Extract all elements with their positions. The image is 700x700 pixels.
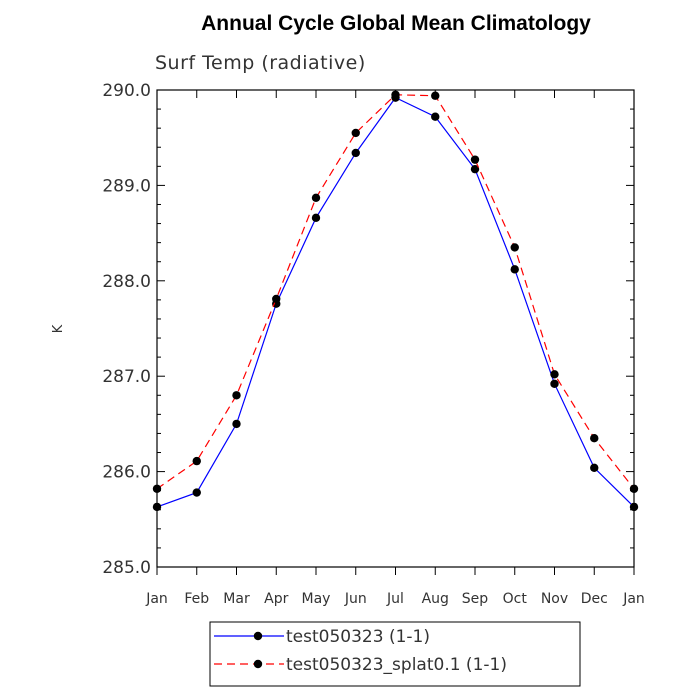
data-point xyxy=(629,484,639,493)
data-point xyxy=(192,456,201,466)
x-tick-label: Jan xyxy=(145,591,168,607)
data-point xyxy=(351,128,360,138)
data-point xyxy=(510,243,519,252)
data-point xyxy=(550,370,559,379)
x-tick-label: Oct xyxy=(503,591,528,607)
chart-title: Annual Cycle Global Mean Climatology xyxy=(201,12,591,35)
data-point xyxy=(470,155,480,164)
legend-marker xyxy=(253,659,263,669)
series-line-1 xyxy=(156,96,635,508)
data-point xyxy=(311,213,321,223)
data-point xyxy=(351,148,360,158)
chart-subtitle: Surf Temp (radiative) xyxy=(155,52,366,74)
legend-marker xyxy=(253,631,263,641)
data-point xyxy=(391,90,400,99)
x-tick-label: Jun xyxy=(344,591,367,607)
series-line-2 xyxy=(156,94,635,490)
legend-label-1: test050323 (1-1) xyxy=(286,627,430,647)
data-point xyxy=(311,193,321,203)
data-point xyxy=(629,502,639,512)
x-tick-label: Feb xyxy=(184,591,209,607)
x-tick-label: Apr xyxy=(264,591,288,607)
data-point xyxy=(431,91,440,100)
x-tick-label: Mar xyxy=(223,591,250,607)
data-point xyxy=(590,434,599,443)
y-tick-label: 289.0 xyxy=(102,176,151,196)
data-point xyxy=(470,164,480,174)
y-tick-label: 286.0 xyxy=(102,463,151,483)
data-point xyxy=(152,484,162,493)
y-tick-label: 290.0 xyxy=(102,81,151,101)
plot-area: 285.0 286.0 287.0 288.0 289.0 290.0 Jan Feb Mar A… xyxy=(102,81,644,607)
y-tick-label: 288.0 xyxy=(102,272,151,292)
x-tick-label: Sep xyxy=(462,591,489,607)
plot-frame xyxy=(156,89,635,568)
data-point xyxy=(192,488,201,497)
x-tick-label: Jan xyxy=(622,591,645,607)
data-point xyxy=(510,265,519,274)
data-point xyxy=(232,419,241,429)
x-tick-label: Aug xyxy=(422,591,449,607)
x-tick-label: Jul xyxy=(386,591,404,607)
data-point xyxy=(431,112,440,121)
data-point xyxy=(232,391,241,400)
x-tick-label: Nov xyxy=(541,591,568,607)
data-point xyxy=(590,463,599,472)
legend: test050323 (1-1) test050323_splat0.1 (1-1… xyxy=(209,621,581,687)
x-tick-label: May xyxy=(302,591,331,607)
x-tick-label: Dec xyxy=(581,591,608,607)
y-axis-label: K xyxy=(51,324,66,333)
legend-label-2: test050323_splat0.1 (1-1) xyxy=(286,655,507,675)
legend-box xyxy=(209,621,581,687)
data-point xyxy=(550,379,559,389)
y-tick-label: 285.0 xyxy=(102,558,151,578)
data-point xyxy=(272,294,281,304)
data-point xyxy=(152,502,162,512)
y-tick-label: 287.0 xyxy=(102,367,151,387)
